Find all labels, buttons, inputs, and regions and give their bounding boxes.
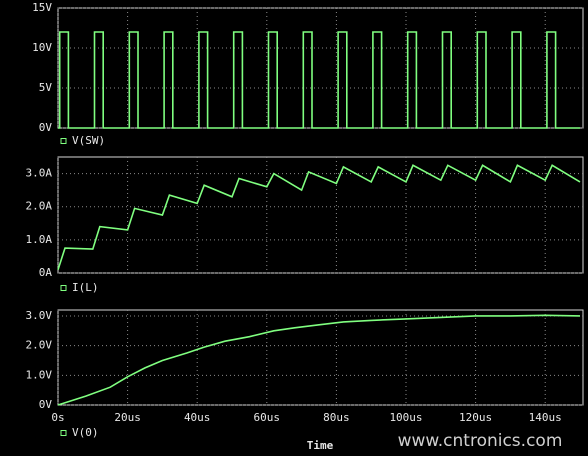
y-tick-label: 1.0V (26, 368, 53, 381)
y-tick-label: 0A (39, 266, 53, 279)
x-tick-label: 100us (389, 411, 422, 424)
y-tick-label: 15V (32, 1, 52, 14)
y-tick-label: 5V (39, 81, 53, 94)
plot-frame (57, 309, 584, 406)
x-tick-label: 140us (529, 411, 562, 424)
legend-marker (60, 430, 67, 436)
x-tick-label: 80us (323, 411, 350, 424)
x-axis-title: Time (307, 439, 334, 452)
x-tick-label: 120us (459, 411, 492, 424)
legend-label: I(L) (72, 281, 99, 294)
y-tick-label: 0V (39, 398, 53, 411)
legend-label: V(SW) (72, 134, 105, 147)
x-tick-label: 20us (114, 411, 141, 424)
legend-marker (60, 138, 67, 144)
watermark: www.cntronics.com (398, 431, 563, 451)
y-tick-label: 1.0A (26, 233, 53, 246)
legend-label: V(0) (72, 426, 99, 439)
y-tick-label: 3.0V (26, 309, 53, 322)
y-tick-label: 2.0V (26, 339, 53, 352)
series-line (57, 164, 581, 270)
legend-marker (60, 285, 67, 291)
series-line (58, 31, 580, 129)
series-line (57, 314, 581, 406)
x-tick-label: 0s (51, 411, 64, 424)
y-tick-label: 0V (39, 121, 53, 134)
y-tick-label: 3.0A (26, 167, 53, 180)
plot-frame (57, 156, 584, 274)
x-tick-label: 60us (254, 411, 281, 424)
x-tick-label: 40us (184, 411, 211, 424)
y-tick-label: 10V (32, 41, 52, 54)
y-tick-label: 2.0A (26, 200, 53, 213)
